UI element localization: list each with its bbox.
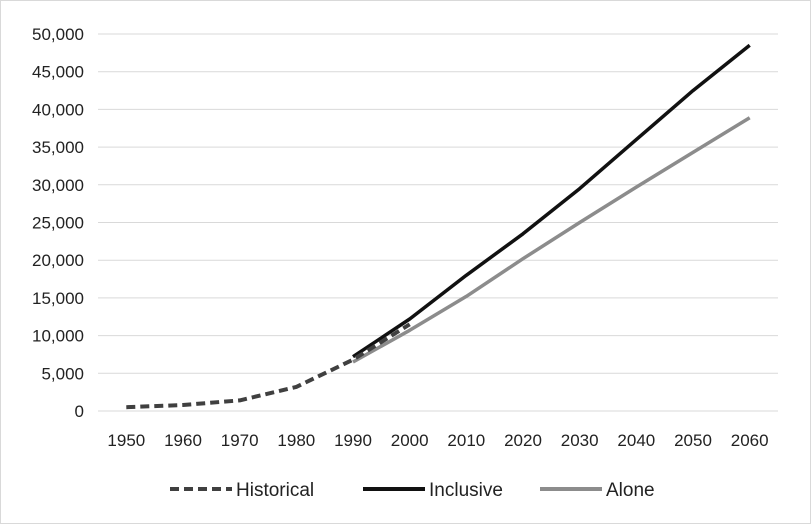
- x-axis-tick-labels: 1950 1960 1970 1980 1990 2000 2010 2020 2030 2040…: [107, 431, 768, 450]
- y-tick-label: 10,000: [32, 327, 84, 346]
- series-line-alone: [352, 116, 751, 364]
- series-line-inclusive: [352, 43, 751, 359]
- x-tick-label: 1950: [107, 431, 145, 450]
- y-tick-label: 40,000: [32, 100, 84, 119]
- x-tick-label: 2030: [561, 431, 599, 450]
- y-tick-label: 30,000: [32, 176, 84, 195]
- series-lines: [126, 43, 751, 410]
- legend: Historical Inclusive Alone: [170, 480, 655, 501]
- x-tick-label: 2060: [731, 431, 769, 450]
- x-tick-label: 1990: [334, 431, 372, 450]
- x-tick-label: 1970: [221, 431, 259, 450]
- y-tick-label: 20,000: [32, 251, 84, 270]
- series-line-historical: [126, 322, 411, 410]
- x-tick-label: 1960: [164, 431, 202, 450]
- y-tick-label: 50,000: [32, 25, 84, 44]
- x-tick-label: 1980: [277, 431, 315, 450]
- y-tick-label: 35,000: [32, 138, 84, 157]
- x-tick-label: 2010: [447, 431, 485, 450]
- x-tick-label: 2020: [504, 431, 542, 450]
- legend-label-alone: Alone: [606, 480, 655, 501]
- legend-label-historical: Historical: [236, 480, 314, 501]
- y-tick-label: 0: [75, 402, 84, 421]
- legend-label-inclusive: Inclusive: [429, 480, 503, 501]
- y-tick-label: 25,000: [32, 214, 84, 233]
- y-tick-label: 15,000: [32, 289, 84, 308]
- gridlines: [98, 33, 778, 412]
- y-axis-tick-labels: 0 5,000 10,000 15,000 20,000 25,000 30,000 35,0…: [32, 25, 84, 421]
- y-tick-label: 5,000: [41, 364, 84, 383]
- x-tick-label: 2040: [617, 431, 655, 450]
- x-tick-label: 2000: [391, 431, 429, 450]
- x-tick-label: 2050: [674, 431, 712, 450]
- y-tick-label: 45,000: [32, 63, 84, 82]
